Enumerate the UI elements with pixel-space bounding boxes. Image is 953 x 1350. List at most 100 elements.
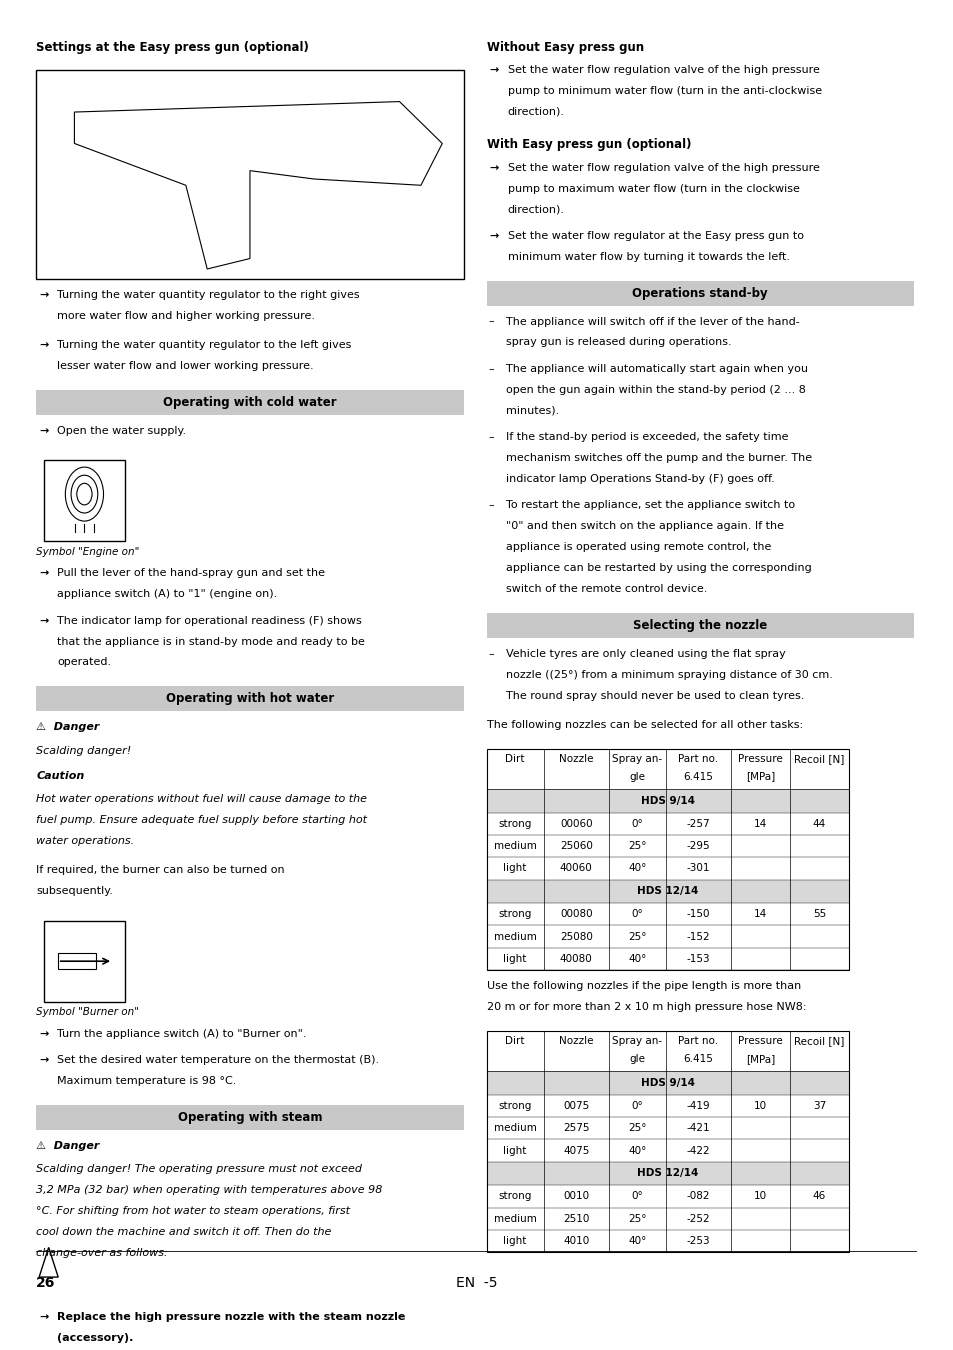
Text: 0010: 0010 [562, 1192, 589, 1202]
Text: –: – [488, 432, 494, 441]
Bar [36, 686, 463, 711]
Text: 10: 10 [753, 1192, 766, 1202]
Text: 40060: 40060 [559, 864, 592, 873]
Text: Operations stand-by: Operations stand-by [632, 286, 767, 300]
Text: 14: 14 [753, 819, 766, 829]
Text: Caution: Caution [36, 771, 85, 780]
Text: –: – [488, 316, 494, 327]
Text: 25°: 25° [627, 1123, 646, 1133]
Text: 25080: 25080 [559, 931, 592, 941]
Text: 2575: 2575 [562, 1123, 589, 1133]
Text: If the stand-by period is exceeded, the safety time: If the stand-by period is exceeded, the … [505, 432, 787, 441]
Text: Replace the high pressure nozzle with the steam nozzle: Replace the high pressure nozzle with th… [57, 1312, 405, 1322]
Text: 26: 26 [36, 1276, 55, 1289]
Text: operated.: operated. [57, 657, 112, 667]
Bar [486, 748, 848, 788]
Text: →: → [39, 1054, 49, 1065]
Text: mechanism switches off the pump and the burner. The: mechanism switches off the pump and the … [505, 452, 811, 463]
Bar [36, 390, 463, 416]
Text: Nozzle: Nozzle [558, 1035, 593, 1046]
Text: nozzle ((25°) from a minimum spraying distance of 30 cm.: nozzle ((25°) from a minimum spraying di… [505, 670, 832, 679]
Text: indicator lamp Operations Stand-by (F) goes off.: indicator lamp Operations Stand-by (F) g… [505, 474, 774, 483]
Text: Operating with cold water: Operating with cold water [163, 396, 336, 409]
Text: direction).: direction). [507, 204, 564, 215]
Text: 3,2 MPa (32 bar) when operating with temperatures above 98: 3,2 MPa (32 bar) when operating with tem… [36, 1185, 382, 1195]
Text: The indicator lamp for operational readiness (F) shows: The indicator lamp for operational readi… [57, 616, 361, 625]
Text: 10: 10 [753, 1102, 766, 1111]
Text: fuel pump. Ensure adequate fuel supply before starting hot: fuel pump. Ensure adequate fuel supply b… [36, 815, 367, 825]
Text: strong: strong [498, 910, 531, 919]
Bar [486, 1161, 848, 1185]
Text: 2510: 2510 [562, 1214, 589, 1223]
Text: 00080: 00080 [559, 910, 592, 919]
Text: 40°: 40° [627, 1146, 646, 1156]
Text: –: – [488, 500, 494, 510]
Text: Recoil [N]: Recoil [N] [794, 753, 843, 764]
Text: HDS 12/14: HDS 12/14 [637, 1169, 698, 1179]
Text: change-over as follows:: change-over as follows: [36, 1247, 168, 1258]
Text: gle: gle [629, 1053, 644, 1064]
Text: Hot water operations without fuel will cause damage to the: Hot water operations without fuel will c… [36, 794, 367, 805]
Bar [486, 879, 848, 903]
Text: ⚠  Danger: ⚠ Danger [36, 1141, 99, 1150]
Text: appliance is operated using remote control, the: appliance is operated using remote contr… [505, 541, 770, 552]
Text: 25°: 25° [627, 841, 646, 850]
Text: Part no.: Part no. [678, 1035, 718, 1046]
Text: direction).: direction). [507, 107, 564, 116]
Text: Symbol "Engine on": Symbol "Engine on" [36, 547, 139, 556]
Text: °C. For shifting from hot water to steam operations, first: °C. For shifting from hot water to steam… [36, 1206, 350, 1216]
Text: light: light [503, 954, 526, 964]
Text: Spray an-: Spray an- [612, 753, 661, 764]
Text: –: – [488, 648, 494, 659]
Text: Pull the lever of the hand-spray gun and set the: Pull the lever of the hand-spray gun and… [57, 568, 325, 578]
Text: lesser water flow and lower working pressure.: lesser water flow and lower working pres… [57, 362, 314, 371]
Text: The following nozzles can be selected for all other tasks:: The following nozzles can be selected fo… [486, 720, 801, 729]
Text: 25°: 25° [627, 1214, 646, 1223]
Text: subsequently.: subsequently. [36, 886, 113, 896]
Text: 0°: 0° [631, 1192, 642, 1202]
Text: -422: -422 [686, 1146, 709, 1156]
Text: 0075: 0075 [562, 1102, 589, 1111]
Text: medium: medium [494, 841, 536, 850]
Text: Open the water supply.: Open the water supply. [57, 425, 186, 436]
Text: Nozzle: Nozzle [558, 753, 593, 764]
Text: Set the water flow regulation valve of the high pressure: Set the water flow regulation valve of t… [507, 163, 819, 173]
Text: Scalding danger! The operating pressure must not exceed: Scalding danger! The operating pressure … [36, 1164, 362, 1174]
Text: -301: -301 [686, 864, 709, 873]
Text: -152: -152 [686, 931, 709, 941]
Text: Dirt: Dirt [505, 753, 524, 764]
Text: –: – [488, 363, 494, 374]
Text: 6.415: 6.415 [682, 771, 713, 782]
Text: 40°: 40° [627, 1237, 646, 1246]
Text: 25°: 25° [627, 931, 646, 941]
Text: medium: medium [494, 931, 536, 941]
Text: "0" and then switch on the appliance again. If the: "0" and then switch on the appliance aga… [505, 521, 782, 531]
Text: [MPa]: [MPa] [745, 771, 774, 782]
Text: switch of the remote control device.: switch of the remote control device. [505, 583, 706, 594]
Text: The appliance will switch off if the lever of the hand-: The appliance will switch off if the lev… [505, 316, 799, 327]
Text: 4075: 4075 [562, 1146, 589, 1156]
Text: 20 m or for more than 2 x 10 m high pressure hose NW8:: 20 m or for more than 2 x 10 m high pres… [486, 1002, 805, 1011]
Text: minimum water flow by turning it towards the left.: minimum water flow by turning it towards… [507, 251, 789, 262]
Text: pump to maximum water flow (turn in the clockwise: pump to maximum water flow (turn in the … [507, 184, 799, 193]
Text: 00060: 00060 [559, 819, 592, 829]
Text: 6.415: 6.415 [682, 1053, 713, 1064]
Text: →: → [39, 340, 49, 350]
Text: strong: strong [498, 819, 531, 829]
Text: →: → [489, 65, 498, 74]
Text: →: → [489, 163, 498, 173]
Text: 40°: 40° [627, 954, 646, 964]
Text: Operating with steam: Operating with steam [177, 1111, 322, 1125]
Text: To restart the appliance, set the appliance switch to: To restart the appliance, set the applia… [505, 500, 794, 510]
Text: Scalding danger!: Scalding danger! [36, 745, 132, 756]
Text: water operations.: water operations. [36, 836, 134, 846]
Text: appliance can be restarted by using the corresponding: appliance can be restarted by using the … [505, 563, 810, 572]
Text: 0°: 0° [631, 1102, 642, 1111]
Text: 40°: 40° [627, 864, 646, 873]
Bar [486, 748, 848, 969]
Text: Maximum temperature is 98 °C.: Maximum temperature is 98 °C. [57, 1076, 236, 1085]
Text: light: light [503, 864, 526, 873]
Text: that the appliance is in stand-by mode and ready to be: that the appliance is in stand-by mode a… [57, 636, 365, 647]
Text: minutes).: minutes). [505, 405, 558, 416]
Text: Set the water flow regulator at the Easy press gun to: Set the water flow regulator at the Easy… [507, 231, 802, 240]
